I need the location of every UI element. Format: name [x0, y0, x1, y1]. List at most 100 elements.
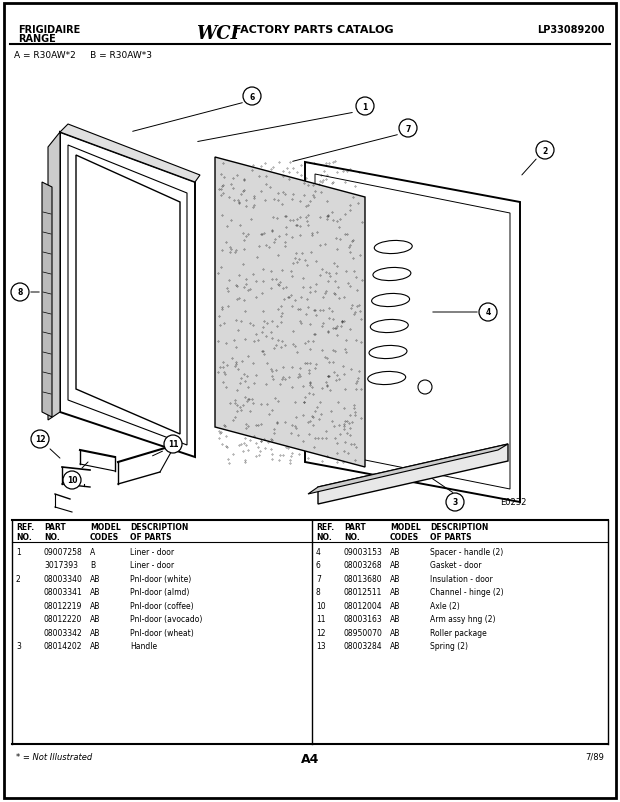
Text: Spacer - handle (2): Spacer - handle (2) — [430, 547, 503, 557]
Circle shape — [63, 472, 81, 489]
Text: LP33089200: LP33089200 — [538, 25, 605, 35]
Polygon shape — [76, 156, 180, 435]
Text: 12: 12 — [35, 435, 45, 444]
Text: AB: AB — [90, 628, 100, 638]
Text: PART
NO.: PART NO. — [44, 522, 66, 541]
Text: AB: AB — [90, 588, 100, 597]
Text: MODEL
CODES: MODEL CODES — [90, 522, 121, 541]
Text: FACTORY PARTS CATALOG: FACTORY PARTS CATALOG — [230, 25, 394, 35]
Text: MODEL
CODES: MODEL CODES — [390, 522, 421, 541]
Text: 08012219: 08012219 — [44, 602, 82, 610]
Polygon shape — [60, 133, 195, 457]
Text: AB: AB — [390, 628, 401, 638]
Polygon shape — [308, 444, 508, 494]
Text: 6: 6 — [249, 92, 255, 101]
Text: Liner - door: Liner - door — [130, 547, 174, 557]
Text: 12: 12 — [316, 628, 326, 638]
Text: Pnl-door (white): Pnl-door (white) — [130, 574, 191, 583]
Text: Insulation - door: Insulation - door — [430, 574, 493, 583]
Text: Gasket - door: Gasket - door — [430, 561, 482, 569]
Text: 6: 6 — [316, 561, 321, 569]
Text: AB: AB — [90, 574, 100, 583]
Text: 08950070: 08950070 — [344, 628, 383, 638]
Text: AB: AB — [390, 574, 401, 583]
Text: Roller package: Roller package — [430, 628, 487, 638]
Circle shape — [446, 493, 464, 512]
Text: E0232: E0232 — [500, 497, 526, 506]
Text: 11: 11 — [168, 440, 179, 449]
Circle shape — [164, 435, 182, 453]
Text: Spring (2): Spring (2) — [430, 642, 468, 650]
Text: 3: 3 — [16, 642, 21, 650]
Text: RANGE: RANGE — [18, 34, 56, 44]
Text: AB: AB — [90, 615, 100, 624]
Text: FRIGIDAIRE: FRIGIDAIRE — [18, 25, 80, 35]
Text: 08003340: 08003340 — [44, 574, 83, 583]
Text: Channel - hinge (2): Channel - hinge (2) — [430, 588, 503, 597]
Polygon shape — [318, 444, 508, 504]
Text: 10: 10 — [67, 476, 78, 485]
Text: AB: AB — [390, 642, 401, 650]
Text: 3: 3 — [453, 498, 458, 507]
Text: 09007258: 09007258 — [44, 547, 82, 557]
Text: 08014202: 08014202 — [44, 642, 82, 650]
Text: 08003341: 08003341 — [44, 588, 82, 597]
Text: 8: 8 — [316, 588, 321, 597]
Text: AB: AB — [90, 642, 100, 650]
Text: 7: 7 — [405, 124, 410, 133]
Text: Liner - door: Liner - door — [130, 561, 174, 569]
Text: 10: 10 — [316, 602, 326, 610]
Text: 2: 2 — [16, 574, 20, 583]
Text: 7: 7 — [316, 574, 321, 583]
Text: 2: 2 — [542, 146, 547, 156]
Text: 7/89: 7/89 — [585, 752, 604, 761]
Polygon shape — [215, 158, 365, 468]
Text: 1: 1 — [362, 103, 368, 111]
Text: REF.
NO.: REF. NO. — [316, 522, 334, 541]
Text: 08012220: 08012220 — [44, 615, 82, 624]
Text: 11: 11 — [316, 615, 326, 624]
Circle shape — [399, 119, 417, 138]
Circle shape — [479, 304, 497, 322]
Circle shape — [31, 431, 49, 448]
Text: AB: AB — [90, 602, 100, 610]
Text: DESCRIPTION
OF PARTS: DESCRIPTION OF PARTS — [130, 522, 188, 541]
Text: 09003153: 09003153 — [344, 547, 383, 557]
Text: 8: 8 — [17, 288, 23, 297]
Text: 4: 4 — [485, 308, 490, 317]
Text: 3017393: 3017393 — [44, 561, 78, 569]
Text: 08013680: 08013680 — [344, 574, 383, 583]
Circle shape — [11, 284, 29, 302]
Circle shape — [536, 142, 554, 160]
Text: AB: AB — [390, 615, 401, 624]
Text: Arm assy hng (2): Arm assy hng (2) — [430, 615, 495, 624]
Text: 08012511: 08012511 — [344, 588, 383, 597]
Text: A = R30AW*2     B = R30AW*3: A = R30AW*2 B = R30AW*3 — [14, 51, 152, 60]
Text: AB: AB — [390, 588, 401, 597]
Text: Pnl-door (almd): Pnl-door (almd) — [130, 588, 189, 597]
Polygon shape — [60, 125, 200, 183]
Text: B: B — [90, 561, 95, 569]
Text: Pnl-door (wheat): Pnl-door (wheat) — [130, 628, 193, 638]
Text: AB: AB — [390, 602, 401, 610]
Text: Handle: Handle — [130, 642, 157, 650]
Text: REF.
NO.: REF. NO. — [16, 522, 34, 541]
Text: AB: AB — [390, 561, 401, 569]
Text: 08003268: 08003268 — [344, 561, 383, 569]
Text: PART
NO.: PART NO. — [344, 522, 366, 541]
Text: AB: AB — [390, 547, 401, 557]
Text: DESCRIPTION
OF PARTS: DESCRIPTION OF PARTS — [430, 522, 489, 541]
Text: Pnl-door (coffee): Pnl-door (coffee) — [130, 602, 193, 610]
Text: A4: A4 — [301, 752, 319, 765]
Polygon shape — [48, 133, 60, 420]
Text: 08003284: 08003284 — [344, 642, 383, 650]
Text: 08003163: 08003163 — [344, 615, 383, 624]
Text: 08012004: 08012004 — [344, 602, 383, 610]
Text: * = Not Illustrated: * = Not Illustrated — [16, 752, 92, 761]
Circle shape — [243, 88, 261, 106]
Text: 1: 1 — [16, 547, 20, 557]
Text: Axle (2): Axle (2) — [430, 602, 460, 610]
Text: Pnl-door (avocado): Pnl-door (avocado) — [130, 615, 202, 624]
Text: 13: 13 — [316, 642, 326, 650]
Text: 4: 4 — [316, 547, 321, 557]
